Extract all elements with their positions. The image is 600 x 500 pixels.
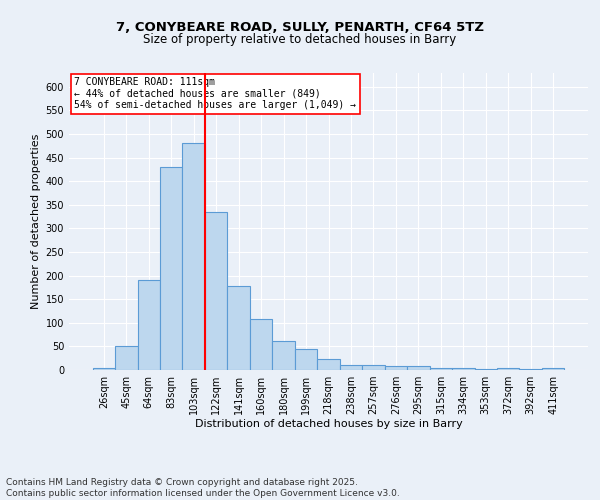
Text: Size of property relative to detached houses in Barry: Size of property relative to detached ho…	[143, 34, 457, 46]
Text: 7 CONYBEARE ROAD: 111sqm
← 44% of detached houses are smaller (849)
54% of semi-: 7 CONYBEARE ROAD: 111sqm ← 44% of detach…	[74, 77, 356, 110]
Bar	[430, 368, 452, 370]
Bar	[362, 365, 385, 370]
Y-axis label: Number of detached properties: Number of detached properties	[31, 134, 41, 309]
Bar	[250, 319, 272, 370]
Bar	[475, 368, 497, 370]
Bar	[115, 346, 137, 370]
Text: 7, CONYBEARE ROAD, SULLY, PENARTH, CF64 5TZ: 7, CONYBEARE ROAD, SULLY, PENARTH, CF64 …	[116, 21, 484, 34]
Bar	[182, 144, 205, 370]
X-axis label: Distribution of detached houses by size in Barry: Distribution of detached houses by size …	[194, 418, 463, 428]
Bar	[205, 212, 227, 370]
Bar	[520, 368, 542, 370]
Bar	[542, 368, 565, 370]
Bar	[137, 280, 160, 370]
Bar	[385, 366, 407, 370]
Bar	[92, 368, 115, 370]
Bar	[227, 286, 250, 370]
Bar	[407, 366, 430, 370]
Bar	[497, 368, 520, 370]
Bar	[452, 368, 475, 370]
Text: Contains HM Land Registry data © Crown copyright and database right 2025.
Contai: Contains HM Land Registry data © Crown c…	[6, 478, 400, 498]
Bar	[317, 359, 340, 370]
Bar	[272, 340, 295, 370]
Bar	[160, 167, 182, 370]
Bar	[295, 349, 317, 370]
Bar	[340, 365, 362, 370]
